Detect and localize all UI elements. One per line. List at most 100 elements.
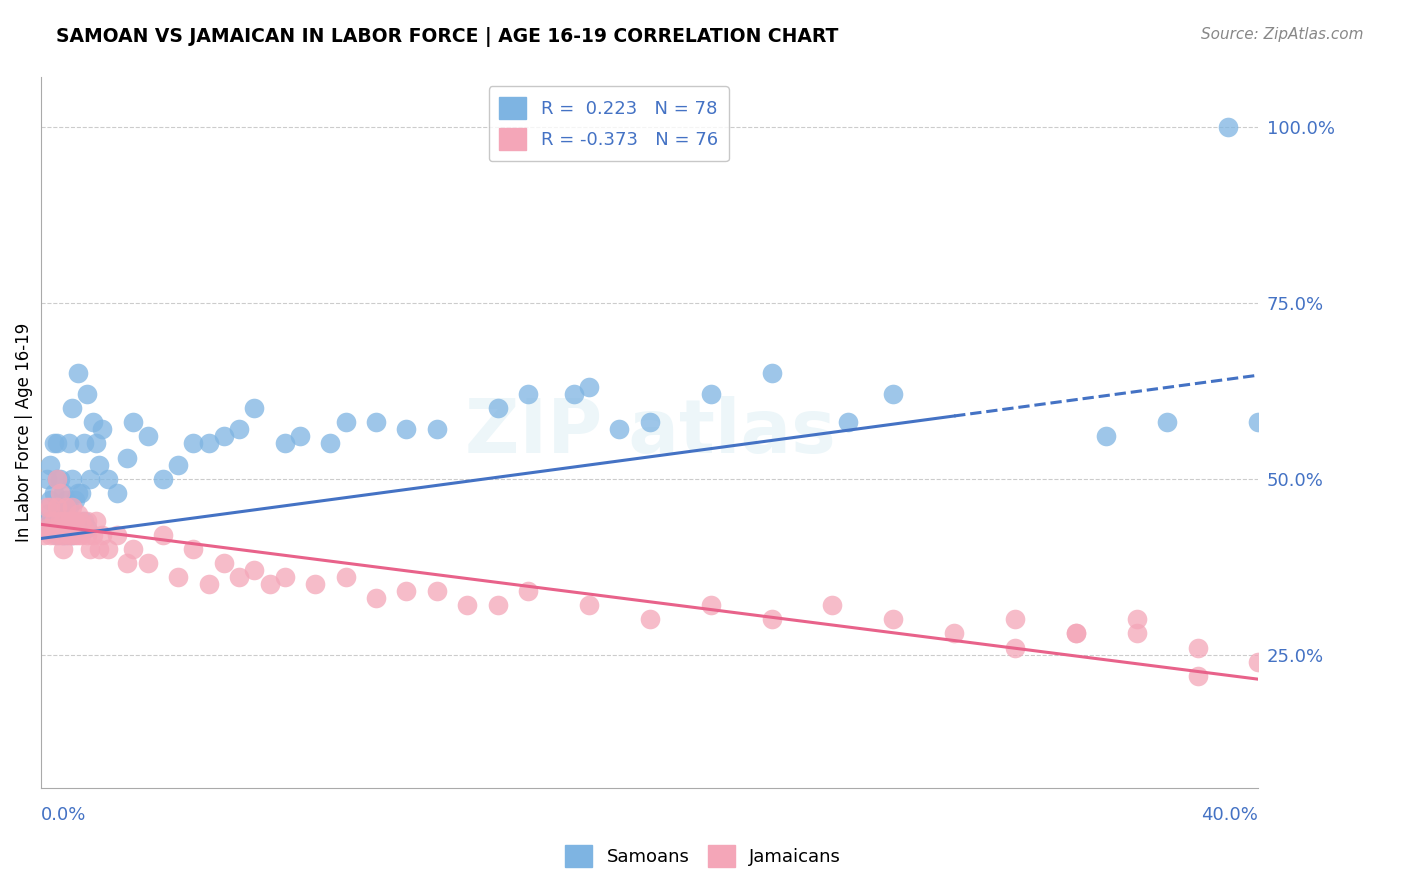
Point bbox=[1187, 669, 1209, 683]
Point bbox=[1156, 415, 1178, 429]
Point bbox=[79, 541, 101, 556]
Point bbox=[45, 436, 67, 450]
Point bbox=[76, 387, 98, 401]
Point bbox=[66, 485, 89, 500]
Point bbox=[335, 415, 357, 429]
Point bbox=[52, 507, 75, 521]
Point bbox=[136, 556, 159, 570]
Point bbox=[45, 472, 67, 486]
Point bbox=[70, 528, 93, 542]
Point bbox=[562, 387, 585, 401]
Point bbox=[45, 500, 67, 514]
Point bbox=[91, 422, 114, 436]
Point bbox=[63, 514, 86, 528]
Point bbox=[259, 577, 281, 591]
Legend: R =  0.223   N = 78, R = -0.373   N = 76: R = 0.223 N = 78, R = -0.373 N = 76 bbox=[488, 87, 728, 161]
Point bbox=[1125, 612, 1147, 626]
Point bbox=[517, 387, 540, 401]
Point bbox=[274, 570, 297, 584]
Point bbox=[638, 612, 661, 626]
Point bbox=[578, 380, 600, 394]
Point bbox=[82, 528, 104, 542]
Point bbox=[1125, 626, 1147, 640]
Point bbox=[943, 626, 966, 640]
Point bbox=[228, 570, 250, 584]
Point bbox=[517, 584, 540, 599]
Point bbox=[91, 528, 114, 542]
Point bbox=[70, 521, 93, 535]
Point bbox=[288, 429, 311, 443]
Point bbox=[1064, 626, 1087, 640]
Text: 40.0%: 40.0% bbox=[1202, 806, 1258, 824]
Point bbox=[395, 422, 418, 436]
Point bbox=[55, 514, 77, 528]
Point bbox=[42, 485, 65, 500]
Point bbox=[197, 577, 219, 591]
Point bbox=[183, 541, 205, 556]
Point bbox=[45, 472, 67, 486]
Point bbox=[426, 584, 449, 599]
Point bbox=[152, 472, 174, 486]
Point bbox=[42, 514, 65, 528]
Point bbox=[55, 521, 77, 535]
Point bbox=[638, 415, 661, 429]
Point bbox=[70, 514, 93, 528]
Point bbox=[73, 514, 96, 528]
Point bbox=[609, 422, 631, 436]
Point bbox=[115, 556, 138, 570]
Point bbox=[1247, 655, 1270, 669]
Point bbox=[60, 514, 83, 528]
Point bbox=[39, 514, 62, 528]
Point bbox=[42, 528, 65, 542]
Point bbox=[58, 500, 80, 514]
Point bbox=[700, 387, 723, 401]
Point bbox=[1004, 640, 1026, 655]
Point bbox=[39, 528, 62, 542]
Point bbox=[335, 570, 357, 584]
Point bbox=[58, 514, 80, 528]
Point bbox=[58, 528, 80, 542]
Point bbox=[63, 528, 86, 542]
Point bbox=[821, 599, 844, 613]
Point bbox=[39, 514, 62, 528]
Point bbox=[364, 591, 387, 606]
Point bbox=[73, 521, 96, 535]
Point bbox=[97, 472, 120, 486]
Point bbox=[89, 541, 111, 556]
Text: SAMOAN VS JAMAICAN IN LABOR FORCE | AGE 16-19 CORRELATION CHART: SAMOAN VS JAMAICAN IN LABOR FORCE | AGE … bbox=[56, 27, 838, 46]
Point bbox=[48, 514, 70, 528]
Text: ZIP atlas: ZIP atlas bbox=[464, 396, 835, 469]
Point bbox=[52, 528, 75, 542]
Point bbox=[243, 563, 266, 577]
Point bbox=[136, 429, 159, 443]
Point bbox=[115, 450, 138, 465]
Point bbox=[84, 436, 107, 450]
Point bbox=[84, 514, 107, 528]
Point bbox=[45, 514, 67, 528]
Point bbox=[79, 472, 101, 486]
Text: 0.0%: 0.0% bbox=[41, 806, 87, 824]
Point bbox=[52, 485, 75, 500]
Point bbox=[882, 612, 904, 626]
Point bbox=[183, 436, 205, 450]
Point bbox=[319, 436, 342, 450]
Point bbox=[107, 528, 129, 542]
Point bbox=[48, 528, 70, 542]
Point bbox=[243, 401, 266, 416]
Point bbox=[60, 472, 83, 486]
Point bbox=[1095, 429, 1118, 443]
Point bbox=[364, 415, 387, 429]
Point bbox=[66, 521, 89, 535]
Point bbox=[37, 472, 59, 486]
Point bbox=[761, 612, 783, 626]
Point bbox=[45, 528, 67, 542]
Point bbox=[89, 458, 111, 472]
Point bbox=[34, 528, 56, 542]
Point bbox=[228, 422, 250, 436]
Point bbox=[1216, 120, 1239, 134]
Point bbox=[73, 436, 96, 450]
Point bbox=[45, 521, 67, 535]
Point bbox=[37, 521, 59, 535]
Point bbox=[76, 514, 98, 528]
Point bbox=[1187, 640, 1209, 655]
